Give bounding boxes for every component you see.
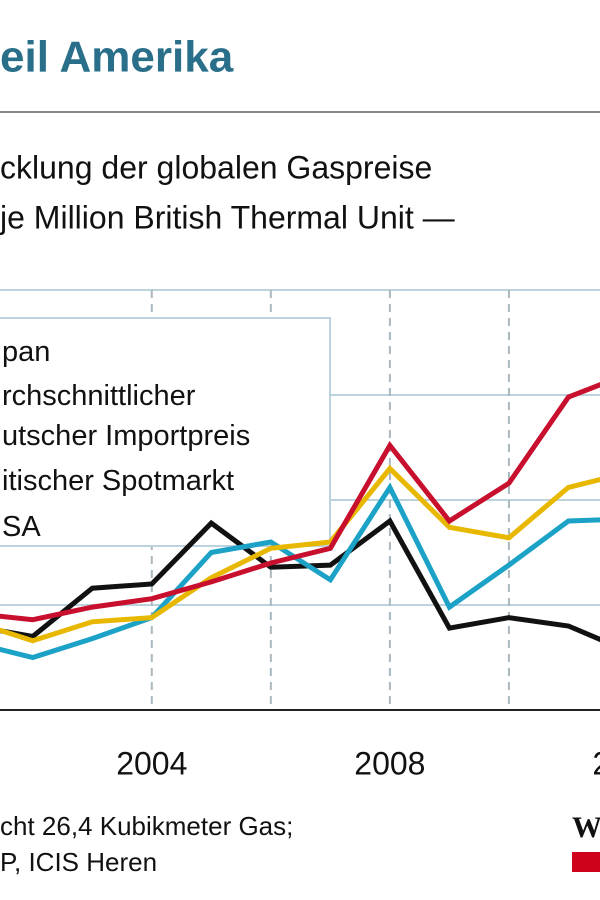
subtitle: je Million British Thermal Unit — — [0, 199, 455, 235]
legend-entry: pan — [2, 336, 51, 368]
x-tick-label: 2008 — [354, 745, 425, 781]
source: P, ICIS Heren — [0, 847, 157, 877]
legend-entry: itischer Spotmarkt — [2, 465, 235, 497]
legend-entry: SA — [2, 511, 41, 543]
footnote: cht 26,4 Kubikmeter Gas; — [0, 811, 293, 841]
logo-bar — [572, 852, 600, 872]
series-line — [0, 517, 600, 643]
x-tick-label: 2004 — [116, 745, 187, 781]
legend-box — [0, 317, 331, 547]
x-tick-label: 2012 — [592, 745, 600, 781]
logo: Wi — [572, 811, 600, 844]
subtitle: cklung der globalen Gaspreise — [0, 149, 432, 185]
series-line — [0, 482, 600, 661]
series-line — [0, 382, 600, 623]
series-line — [0, 464, 600, 644]
legend-entry: rchschnittlicher utscher Importpreis — [2, 380, 251, 452]
chart-title: eil Amerika — [0, 33, 234, 82]
